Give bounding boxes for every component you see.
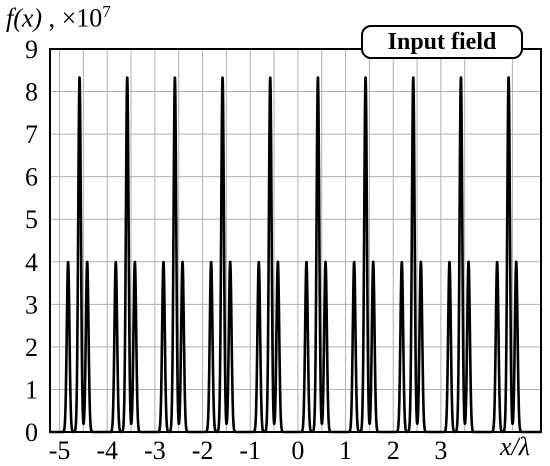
x-axis-label: x/λ [500, 432, 531, 461]
y-tick-label-3: 3 [25, 290, 38, 319]
y-axis-label-sep: , ×10 [42, 3, 103, 33]
y-tick-label-1: 1 [25, 375, 38, 404]
y-tick-label-0: 0 [25, 418, 38, 447]
y-tick-label-6: 6 [25, 163, 38, 192]
x-tick-label-1: -4 [96, 436, 118, 465]
series-line-input-field [48, 76, 543, 434]
y-tick-labels: 0 1 2 3 4 5 6 7 8 9 [25, 35, 38, 447]
x-tick-label-7: 2 [387, 436, 400, 465]
x-tick-label-2: -3 [144, 436, 166, 465]
x-tick-label-0: -5 [49, 436, 71, 465]
x-tick-label-8: 3 [434, 436, 447, 465]
x-tick-labels: -5 -4 -3 -2 -1 0 1 2 3 [49, 436, 448, 465]
x-tick-label-3: -2 [192, 436, 214, 465]
x-tick-label-5: 0 [291, 436, 304, 465]
x-tick-label-4: -1 [239, 436, 261, 465]
y-tick-label-5: 5 [25, 205, 38, 234]
y-tick-label-8: 8 [25, 78, 38, 107]
y-axis-label-main: f(x) [6, 3, 43, 33]
curve-layer [48, 76, 543, 434]
y-tick-label-2: 2 [25, 333, 38, 362]
y-tick-label-7: 7 [25, 120, 38, 149]
y-axis-label-exp: 7 [102, 2, 111, 21]
y-tick-label-4: 4 [25, 248, 38, 277]
y-tick-label-9: 9 [25, 35, 38, 64]
legend-box: Input field [361, 25, 523, 59]
plot-frame [49, 48, 542, 433]
y-axis-label: f(x) , ×107 [6, 2, 111, 34]
x-tick-label-6: 1 [339, 436, 352, 465]
